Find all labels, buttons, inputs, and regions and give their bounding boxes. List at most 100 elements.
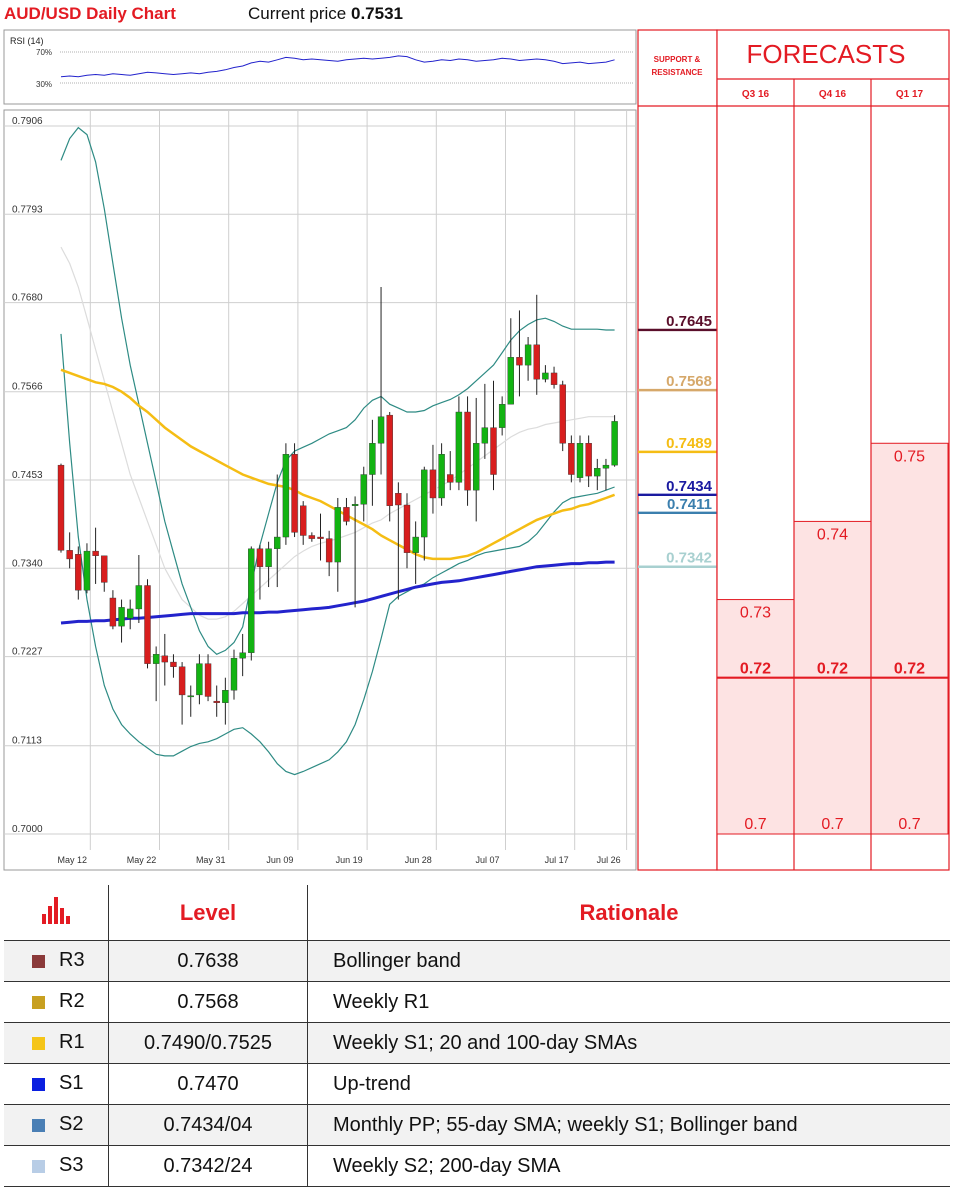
candle-down (533, 344, 540, 380)
candle-up (239, 652, 246, 659)
table-row: R1 0.7490/0.7525 Weekly S1; 20 and 100-d… (4, 1022, 950, 1064)
x-tick-label: Jun 28 (405, 855, 432, 865)
y-tick-label: 0.7227 (12, 647, 43, 658)
current-price-label: Current price (248, 4, 347, 23)
level-rationale: Weekly S2; 200-day SMA (307, 1145, 950, 1187)
candle-up (473, 443, 480, 491)
forecasts-title: FORECASTS (747, 39, 906, 69)
candle-down (170, 661, 177, 667)
candle-down (585, 443, 592, 477)
level-name: R1 (59, 1031, 85, 1054)
candle-up (369, 443, 376, 475)
sr-level-label: 0.7489 (666, 435, 712, 452)
candle-down (343, 507, 350, 522)
level-rationale: Up-trend (307, 1063, 950, 1105)
candle-down (144, 585, 151, 664)
forecast-low-value: 0.7 (898, 816, 920, 833)
x-tick-label: Jul 17 (545, 855, 569, 865)
candle-down (66, 550, 73, 560)
bollinger-lower-line (60, 333, 615, 776)
x-tick-label: Jun 19 (336, 855, 363, 865)
candle-up (230, 657, 238, 691)
forecast-range-fill (870, 442, 949, 835)
candle-down (447, 474, 454, 483)
candle-down (550, 372, 558, 385)
forecast-mid-value: 0.72 (740, 661, 771, 678)
levels-table: Level Rationale R3 0.7638 Bollinger band… (4, 885, 950, 1187)
forecast-mid-value: 0.72 (817, 661, 848, 678)
candle-up (248, 548, 255, 653)
forecast-range-fill (716, 599, 795, 835)
sr-header-line2: RESISTANCE (652, 68, 704, 77)
main-plot (3, 109, 637, 871)
candle-up (576, 443, 584, 478)
sr-level-label: 0.7342 (666, 550, 712, 567)
forecast-high-value: 0.75 (894, 448, 925, 465)
candle-down (325, 538, 333, 563)
sr-level-label: 0.7411 (667, 496, 712, 513)
candle-up (351, 504, 359, 506)
candle-down (490, 427, 497, 475)
candle-down (568, 443, 575, 475)
bar-chart-icon (42, 896, 70, 924)
sr-level-label: 0.7434 (666, 478, 713, 495)
candle-up (265, 548, 272, 567)
y-tick-label: 0.7000 (12, 824, 43, 835)
x-tick-label: May 22 (127, 855, 157, 865)
r1-swatch (32, 1036, 45, 1050)
chart-title: AUD/USD Daily Chart (4, 4, 176, 23)
r3-swatch (32, 954, 45, 968)
level-name: S3 (59, 1154, 84, 1177)
x-tick-label: Jul 26 (597, 855, 621, 865)
candle-down (403, 504, 411, 553)
candle-down (256, 548, 264, 567)
candle-down (178, 666, 186, 696)
candle-up (334, 507, 341, 563)
y-tick-label: 0.7906 (12, 116, 43, 127)
candle-down (559, 384, 566, 444)
candle-up (507, 357, 514, 405)
candle-down (101, 555, 108, 583)
current-price-value: 0.7531 (351, 4, 403, 23)
candle-down (92, 550, 99, 557)
level-value: 0.7638 (108, 940, 308, 982)
candle-down (161, 655, 169, 663)
table-row: S3 0.7342/24 Weekly S2; 200-day SMA (4, 1145, 950, 1187)
candle-up (602, 464, 610, 469)
chart-area: RSI (14) 70% 30% 0.7906 0.7793 0.7680 0.756… (3, 29, 950, 871)
table-row: R3 0.7638 Bollinger band (4, 940, 950, 982)
sr-level-label: 0.7645 (666, 313, 712, 330)
candle-down (300, 505, 307, 536)
candle-down (213, 700, 220, 703)
forecast-low-value: 0.7 (744, 816, 766, 833)
level-rationale: Bollinger band (307, 940, 950, 982)
candle-up (118, 607, 125, 627)
level-value: 0.7342/24 (108, 1145, 308, 1187)
candle-down (57, 464, 65, 551)
candle-up (594, 468, 601, 477)
x-tick-label: Jul 07 (475, 855, 499, 865)
y-tick-label: 0.7453 (12, 470, 43, 481)
candle-down (317, 536, 324, 539)
candle-up (377, 416, 385, 444)
table-row: S2 0.7434/04 Monthly PP; 55-day SMA; wee… (4, 1104, 950, 1146)
candle-up (498, 403, 506, 428)
level-rationale: Weekly R1 (307, 981, 950, 1023)
level-value: 0.7470 (108, 1063, 308, 1105)
candle-up (152, 654, 160, 664)
bollinger-upper-line (60, 126, 615, 656)
candle-down (464, 411, 471, 491)
level-rationale: Monthly PP; 55-day SMA; weekly S1; Bolli… (307, 1104, 950, 1146)
candle-up (83, 550, 91, 591)
candle-up (412, 536, 419, 553)
forecast-low-value: 0.7 (821, 816, 843, 833)
candle-down (308, 535, 316, 539)
candle-up (187, 695, 194, 698)
rationale-header: Rationale (307, 885, 950, 941)
level-value: 0.7434/04 (108, 1104, 308, 1146)
y-tick-label: 0.7793 (12, 204, 43, 215)
candle-up (282, 454, 290, 538)
level-name: R3 (59, 949, 85, 972)
candle-up (421, 469, 428, 538)
s3-swatch (32, 1159, 45, 1173)
